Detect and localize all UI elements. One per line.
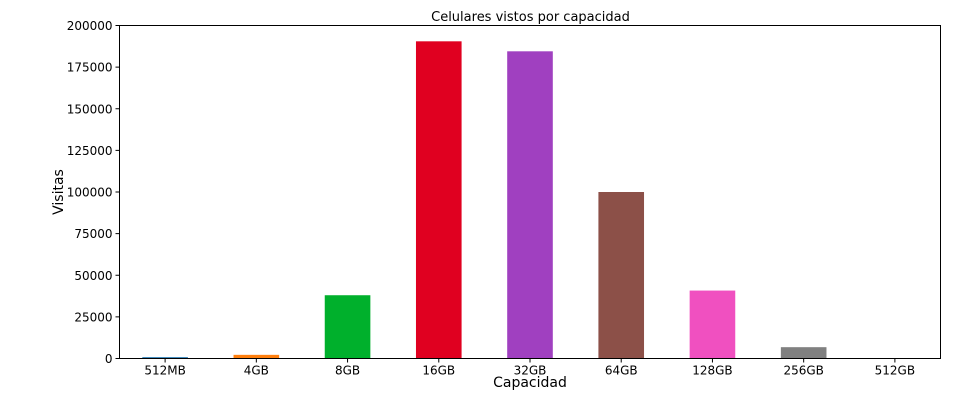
x-tick-label: 512GB — [875, 364, 915, 378]
y-tick-label: 0 — [105, 352, 113, 366]
x-axis-label: Capacidad — [493, 375, 567, 391]
y-tick-label: 125000 — [67, 144, 113, 158]
bars-group — [142, 41, 918, 359]
bar-128GB — [689, 290, 736, 359]
y-tick-label: 75000 — [74, 227, 112, 241]
bar-16GB — [415, 41, 462, 359]
x-tick-label: 256GB — [783, 364, 823, 378]
y-tick-label: 25000 — [74, 310, 112, 324]
y-tick-label: 175000 — [67, 61, 113, 75]
bar-8GB — [324, 295, 371, 359]
y-tick-label: 50000 — [74, 269, 112, 283]
x-tick-label: 32GB — [514, 364, 547, 378]
x-tick-label: 512MB — [144, 364, 186, 378]
y-axis-label: Visitas — [51, 169, 67, 215]
y-tick-label: 150000 — [67, 102, 113, 116]
x-tick-label: 4GB — [244, 364, 269, 378]
bar-256GB — [780, 347, 827, 359]
chart-title: Celulares vistos por capacidad — [431, 10, 630, 25]
y-tick-label: 200000 — [67, 19, 113, 33]
y-axis: 0 25000 50000 75000 100000 125000 150000 175000… — [67, 19, 120, 366]
x-tick-label: 64GB — [605, 364, 638, 378]
y-tick-label: 100000 — [67, 186, 113, 200]
bar-4GB — [233, 354, 280, 359]
bar-32GB — [507, 51, 553, 359]
x-tick-label: 8GB — [335, 364, 360, 378]
x-tick-label: 16GB — [422, 364, 455, 378]
x-axis: 512MB 4GB 8GB 16GB 32GB 64GB 128GB 256GB 512GB — [144, 358, 915, 378]
bar-64GB — [598, 192, 645, 359]
x-tick-label: 128GB — [692, 364, 732, 378]
bar-512MB — [142, 357, 188, 359]
